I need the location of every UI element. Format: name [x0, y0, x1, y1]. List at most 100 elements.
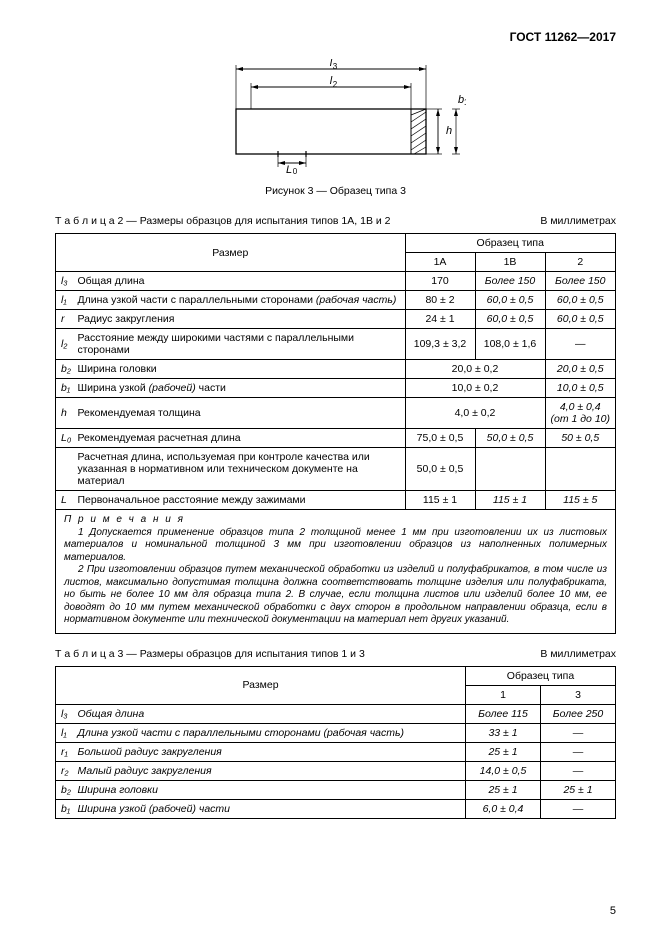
row-symbol: L₀ — [56, 429, 76, 448]
table2-units: В миллиметрах — [540, 215, 616, 227]
row-desc: Расчетная длина, используемая при контро… — [76, 448, 406, 491]
row-val-3: 20,0 ± 0,5 — [545, 360, 616, 379]
svg-text:L: L — [285, 164, 291, 174]
row-desc: Общая длина — [76, 272, 406, 291]
row-val: 14,0 ± 0,5 — [466, 761, 541, 780]
svg-text:2: 2 — [332, 80, 337, 89]
row-val: 60,0 ± 0,5 — [545, 291, 616, 310]
row-desc: Ширина головки — [76, 360, 406, 379]
row-desc: Общая длина — [76, 704, 466, 723]
table-row: l₃Общая длинаБолее 115Более 250 — [56, 704, 616, 723]
row-symbol: b₂ — [56, 780, 76, 799]
table-row: l₁Длина узкой части с параллельными стор… — [56, 723, 616, 742]
row-desc: Радиус закругления — [76, 310, 406, 329]
table3-col-3: 3 — [541, 685, 616, 704]
row-val: 33 ± 1 — [466, 723, 541, 742]
row-val: 6,0 ± 0,4 — [466, 799, 541, 818]
table2-col-1a: 1А — [405, 253, 475, 272]
row-symbol: l₃ — [56, 272, 76, 291]
row-val: 170 — [405, 272, 475, 291]
table-row: b₁Ширина узкой (рабочей) части10,0 ± 0,2… — [56, 379, 616, 398]
row-val-3: 4,0 ± 0,4(от 1 до 10) — [545, 398, 616, 429]
table-row: l₂Расстояние между широкими частями с па… — [56, 329, 616, 360]
row-desc: Первоначальное расстояние между зажимами — [76, 491, 406, 510]
row-val: Более 150 — [545, 272, 616, 291]
table-row: hРекомендуемая толщина4,0 ± 0,24,0 ± 0,4… — [56, 398, 616, 429]
table2-head-dim: Размер — [56, 234, 406, 272]
row-desc: Ширина узкой (рабочей) части — [76, 799, 466, 818]
figure-3: l 3 l 2 L 0 h — [55, 59, 616, 177]
row-val: 115 ± 1 — [405, 491, 475, 510]
row-symbol: l₃ — [56, 704, 76, 723]
row-symbol: b₂ — [56, 360, 76, 379]
row-val: 60,0 ± 0,5 — [545, 310, 616, 329]
table3-head-spec: Образец типа — [466, 666, 616, 685]
table3-head-dim: Размер — [56, 666, 466, 704]
row-symbol: r₂ — [56, 761, 76, 780]
note-1: 1 Допускается применение образцов типа 2… — [64, 527, 607, 565]
row-desc: Ширина узкой (рабочей) части — [76, 379, 406, 398]
note-2: 2 При изготовлении образцов путем механи… — [64, 564, 607, 627]
row-val: 25 ± 1 — [541, 780, 616, 799]
row-val: — — [545, 329, 616, 360]
row-desc: Расстояние между широкими частями с пара… — [76, 329, 406, 360]
row-val: 80 ± 2 — [405, 291, 475, 310]
row-val-span: 20,0 ± 0,2 — [405, 360, 545, 379]
row-val: 115 ± 1 — [475, 491, 545, 510]
table3-col-1: 1 — [466, 685, 541, 704]
table-row: b₂Ширина головки25 ± 125 ± 1 — [56, 780, 616, 799]
row-desc: Длина узкой части с параллельными сторон… — [76, 723, 466, 742]
row-val: 108,0 ± 1,6 — [475, 329, 545, 360]
row-val: — — [541, 742, 616, 761]
row-symbol: r — [56, 310, 76, 329]
table-row: b₁Ширина узкой (рабочей) части6,0 ± 0,4— — [56, 799, 616, 818]
table-row: r₁Большой радиус закругления25 ± 1— — [56, 742, 616, 761]
row-val: Более 115 — [466, 704, 541, 723]
row-symbol: b₁ — [56, 799, 76, 818]
row-symbol: b₁ — [56, 379, 76, 398]
notes-title: П р и м е ч а н и я — [64, 514, 607, 527]
row-symbol: l₁ — [56, 291, 76, 310]
row-symbol: L — [56, 491, 76, 510]
row-val: 115 ± 5 — [545, 491, 616, 510]
row-val: 25 ± 1 — [466, 780, 541, 799]
table-row: rРадиус закругления24 ± 160,0 ± 0,560,0 … — [56, 310, 616, 329]
svg-text:3: 3 — [332, 62, 337, 71]
row-val: 50 ± 0,5 — [545, 429, 616, 448]
row-desc: Большой радиус закругления — [76, 742, 466, 761]
row-desc: Рекомендуемая толщина — [76, 398, 406, 429]
table-3: Размер Образец типа 1 3 l₃Общая длинаБол… — [55, 666, 616, 819]
svg-text:0: 0 — [292, 167, 297, 174]
row-val: — — [541, 761, 616, 780]
table-row: l₃Общая длина170Более 150Более 150 — [56, 272, 616, 291]
row-val: 75,0 ± 0,5 — [405, 429, 475, 448]
table-row: L₀Рекомендуемая расчетная длина75,0 ± 0,… — [56, 429, 616, 448]
row-val: 25 ± 1 — [466, 742, 541, 761]
table-row: b₂Ширина головки20,0 ± 0,220,0 ± 0,5 — [56, 360, 616, 379]
page-number: 5 — [610, 905, 616, 917]
row-desc: Длина узкой части с параллельными сторон… — [76, 291, 406, 310]
table-row: r₂Малый радиус закругления14,0 ± 0,5— — [56, 761, 616, 780]
table2-caption-row: Т а б л и ц а 2 — Размеры образцов для и… — [55, 215, 616, 227]
table-row: l₁Длина узкой части с параллельными стор… — [56, 291, 616, 310]
table-row: LПервоначальное расстояние между зажимам… — [56, 491, 616, 510]
row-val: 60,0 ± 0,5 — [475, 291, 545, 310]
row-val: 24 ± 1 — [405, 310, 475, 329]
row-symbol: h — [56, 398, 76, 429]
document-header: ГОСТ 11262—2017 — [55, 30, 616, 44]
row-symbol: l₁ — [56, 723, 76, 742]
row-val: Более 150 — [475, 272, 545, 291]
row-val: 50,0 ± 0,5 — [405, 448, 475, 491]
row-val: 50,0 ± 0,5 — [475, 429, 545, 448]
row-val: — — [541, 723, 616, 742]
row-val — [475, 448, 545, 491]
row-desc: Малый радиус закругления — [76, 761, 466, 780]
table3-caption: Т а б л и ц а 3 — Размеры образцов для и… — [55, 648, 365, 660]
table3-units: В миллиметрах — [540, 648, 616, 660]
table3-caption-row: Т а б л и ц а 3 — Размеры образцов для и… — [55, 648, 616, 660]
row-val: 109,3 ± 3,2 — [405, 329, 475, 360]
row-val-span: 4,0 ± 0,2 — [405, 398, 545, 429]
figure-caption: Рисунок 3 — Образец типа 3 — [55, 185, 616, 197]
svg-text:h: h — [446, 125, 452, 137]
svg-text:1: 1 — [464, 98, 466, 107]
